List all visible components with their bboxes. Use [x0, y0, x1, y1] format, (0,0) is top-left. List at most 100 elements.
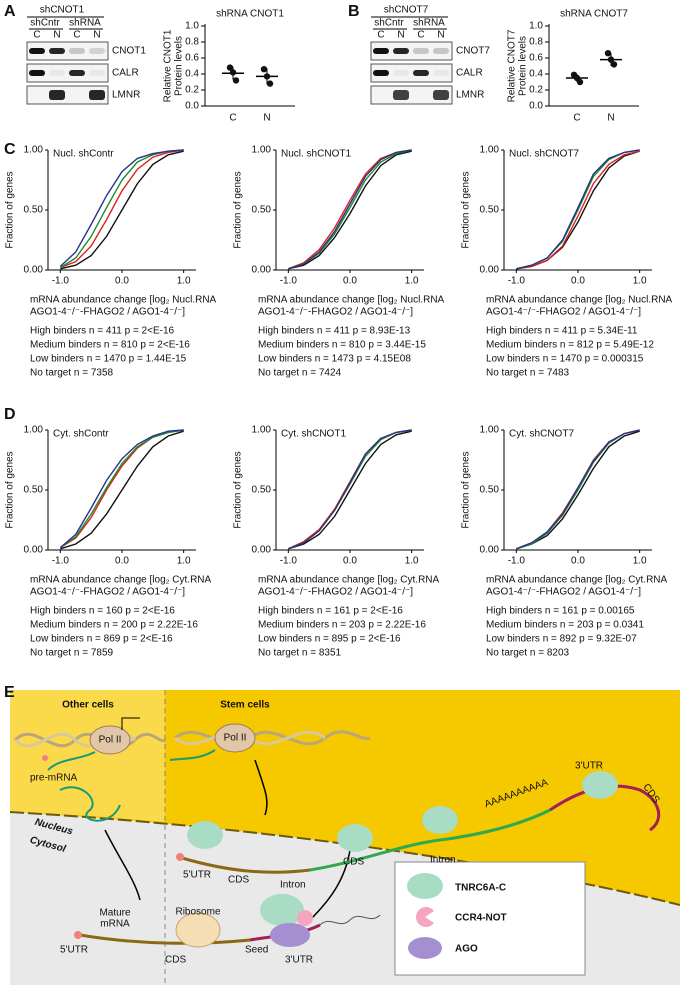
point — [610, 61, 618, 68]
y-tick-label: 0.50 — [24, 205, 44, 216]
tnrc6 — [337, 824, 373, 852]
point — [607, 56, 615, 63]
point — [266, 80, 274, 87]
y-tick-label: 1.00 — [252, 145, 272, 156]
legend-entry: High binders n = 160 p = 2<E-16 — [30, 606, 175, 617]
band — [89, 90, 105, 100]
x-axis-label: mRNA abundance change [log₂ Nucl.RNA — [486, 295, 673, 306]
cdf-line — [288, 150, 412, 270]
lane-label: C — [417, 30, 424, 41]
cdf-line — [516, 149, 640, 270]
band — [413, 48, 429, 54]
y-tick-label: 1.0 — [529, 21, 543, 32]
chart-title: Cyt. shCNOT7 — [509, 429, 574, 440]
y-tick-label: 0.00 — [252, 265, 272, 276]
legend-entry: Low binders n = 895 p = 2<E-16 — [258, 634, 401, 645]
blot-frame — [370, 41, 453, 61]
band — [393, 90, 409, 100]
x-tick-label: 1.0 — [177, 556, 191, 567]
pol-ii — [89, 725, 131, 755]
legend-entry: Medium binders n = 200 p = 2.22E-16 — [30, 620, 198, 631]
x-tick-label: 1.0 — [405, 556, 419, 567]
label: 5'UTR — [183, 870, 211, 881]
label: Pol II — [224, 733, 247, 744]
y-tick-label: 1.00 — [24, 425, 44, 436]
band — [393, 70, 409, 76]
label: Pol II — [99, 735, 122, 746]
y-tick-label: 0.8 — [529, 37, 543, 48]
x-tick-label: 1.0 — [405, 276, 419, 287]
mrna-utr — [549, 784, 661, 832]
point — [263, 73, 271, 80]
blot-header: shCNOT1 — [40, 5, 85, 16]
diagram: TNRC6A-C CCR4-NOT AGO Other cells Stem c… — [9, 690, 681, 985]
y-axis-label: Protein levels — [518, 36, 529, 96]
x-tick-label: 0.0 — [571, 556, 585, 567]
row-label: LMNR — [456, 90, 484, 101]
mrna-cds — [79, 933, 251, 945]
cdf-line — [288, 430, 412, 550]
x-tick-label: 0.0 — [343, 556, 357, 567]
chart-title: Nucl. shContr — [53, 149, 114, 160]
y-tick-label: 0.00 — [480, 265, 500, 276]
row-label: CALR — [456, 68, 483, 79]
nuclear-membrane — [9, 811, 681, 906]
tnrc6 — [187, 821, 223, 849]
legend-entry: High binders n = 411 p = 5.34E-11 — [486, 326, 638, 337]
y-tick-label: 0.6 — [529, 53, 543, 64]
chart-title: Nucl. shCNOT1 — [281, 149, 351, 160]
y-axis-label: Fraction of genes — [461, 451, 472, 528]
y-tick-label: 0.8 — [185, 37, 199, 48]
chart-title: Cyt. shContr — [53, 429, 109, 440]
row-label: CNOT7 — [456, 46, 490, 57]
legend-label: AGO — [455, 944, 478, 955]
x-axis-label: AGO1-4⁻/⁻-FHAGO2 / AGO1-4⁻/⁻] — [258, 307, 413, 318]
legend-entry: Low binders n = 869 p = 2<E-16 — [30, 634, 173, 645]
y-axis-label: Fraction of genes — [5, 171, 16, 248]
band — [89, 48, 105, 54]
x-axis-label: mRNA abundance change [log₂ Nucl.RNA — [258, 295, 445, 306]
blot-frame — [370, 63, 453, 83]
y-tick-label: 0.50 — [252, 205, 272, 216]
cap — [74, 931, 82, 939]
row-label: CNOT1 — [112, 46, 146, 57]
y-axis-label: Fraction of genes — [233, 451, 244, 528]
y-tick-label: 1.0 — [185, 21, 199, 32]
cap — [42, 755, 48, 761]
x-tick-label: 0.0 — [115, 276, 129, 287]
y-tick-label: 0.50 — [24, 485, 44, 496]
y-tick-label: 0.00 — [24, 545, 44, 556]
y-tick-label: 0.4 — [529, 69, 543, 80]
x-tick-label: -1.0 — [52, 276, 70, 287]
cdf-line — [516, 429, 640, 550]
arrow — [121, 717, 140, 730]
mrna-cds — [181, 856, 311, 874]
cdf-line — [59, 429, 184, 549]
point — [232, 77, 240, 84]
row-label: LMNR — [112, 90, 140, 101]
y-tick-label: 0.6 — [185, 53, 199, 64]
cdf-line — [60, 150, 184, 270]
x-tick-label: N — [607, 113, 614, 124]
y-tick-label: 0.4 — [185, 69, 199, 80]
cdf-line — [288, 149, 412, 270]
y-tick-label: 0.00 — [24, 265, 44, 276]
y-tick-label: 0.2 — [529, 85, 543, 96]
x-axis-label: AGO1-4⁻/⁻-FHAGO2 / AGO1-4⁻/⁻] — [30, 307, 185, 318]
cdf-line — [60, 149, 184, 269]
lane-label: C — [33, 30, 40, 41]
ccr4-not — [297, 910, 313, 926]
x-axis-label: AGO1-4⁻/⁻-FHAGO2 / AGO1-4⁻/⁻] — [486, 307, 641, 318]
band — [393, 48, 409, 54]
blot-frame — [26, 41, 109, 61]
row-label: CALR — [112, 68, 139, 79]
legend-entry: High binders n = 411 p = 8.93E-13 — [258, 326, 411, 337]
band — [373, 48, 389, 54]
label: 3'UTR — [575, 761, 603, 772]
point — [576, 78, 584, 86]
cdf-line — [288, 149, 412, 270]
band — [413, 70, 429, 76]
legend-entry: Medium binders n = 812 p = 5.49E-12 — [486, 340, 654, 351]
legend-entry: No target n = 7859 — [30, 648, 114, 659]
legend-entry: No target n = 8203 — [486, 648, 570, 659]
